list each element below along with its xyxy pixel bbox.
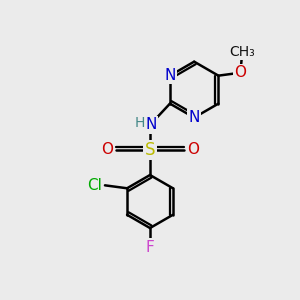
- Text: N: N: [188, 110, 200, 125]
- Text: Cl: Cl: [87, 178, 102, 193]
- Text: N: N: [146, 118, 157, 133]
- Text: O: O: [187, 142, 199, 158]
- Text: CH₃: CH₃: [229, 44, 255, 58]
- Text: H: H: [134, 116, 145, 130]
- Text: N: N: [164, 68, 175, 83]
- Text: O: O: [101, 142, 113, 158]
- Text: F: F: [146, 240, 154, 255]
- Text: S: S: [145, 141, 155, 159]
- Text: O: O: [235, 65, 247, 80]
